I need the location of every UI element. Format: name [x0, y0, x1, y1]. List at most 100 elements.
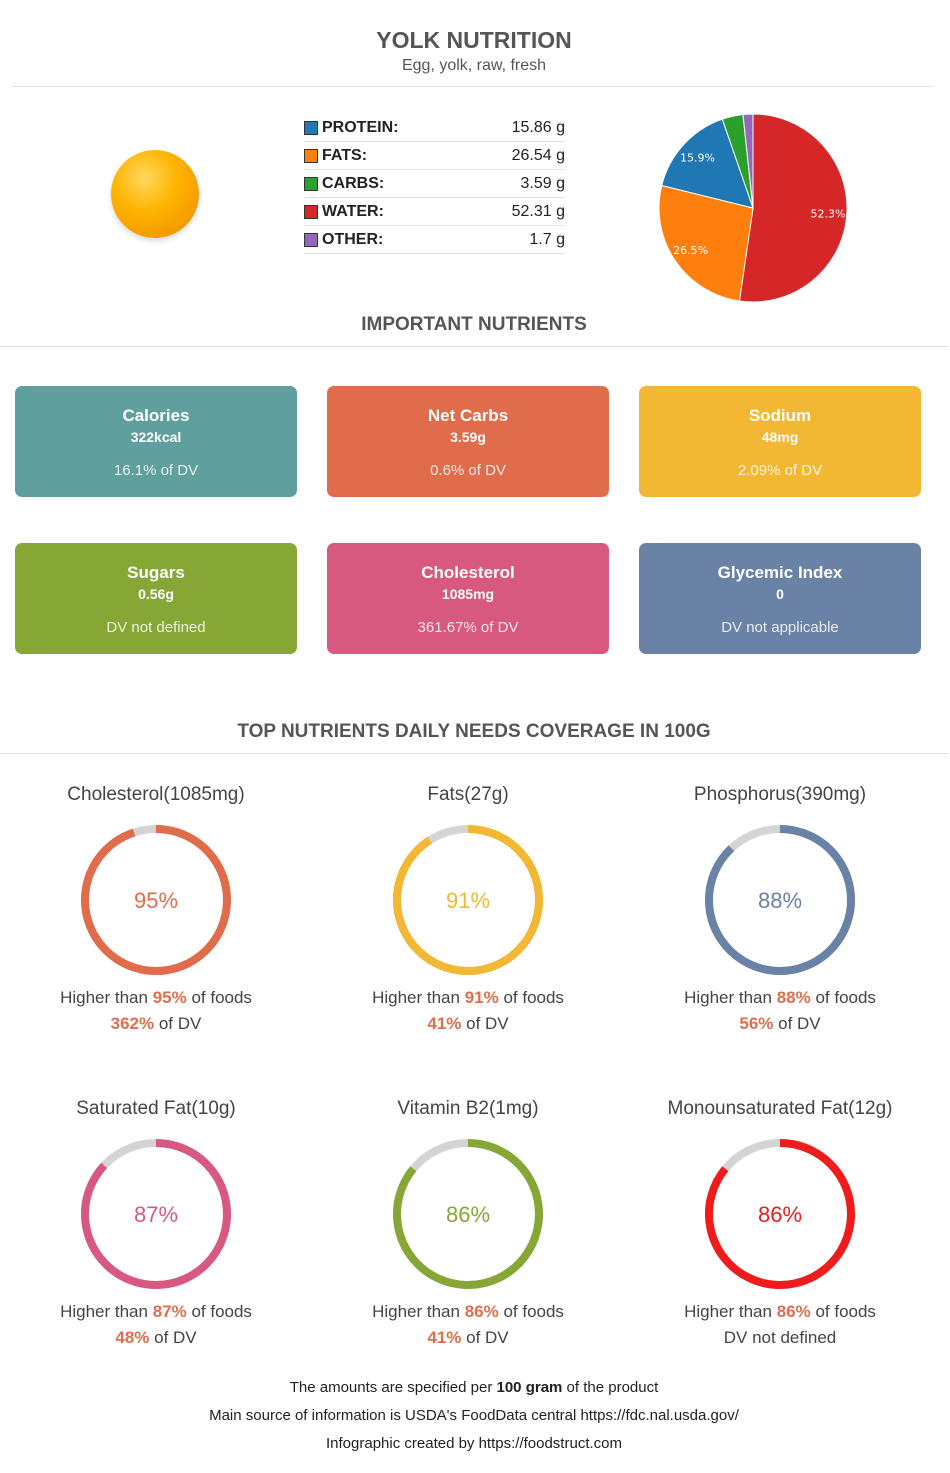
card-glycemic-index: Glycemic Index 0 DV not applicable	[639, 543, 921, 654]
coverage-ring: 87%	[81, 1139, 231, 1289]
card-value: 0	[776, 586, 784, 602]
coverage-dv: 48% of DV	[0, 1328, 312, 1354]
ring-percent-label: 88%	[758, 888, 802, 913]
footer-prefix: The amounts are specified per	[289, 1379, 497, 1396]
card-name: Cholesterol	[421, 563, 515, 582]
card-name: Calories	[122, 406, 190, 425]
macro-label: WATER:	[322, 202, 384, 220]
pie-label-water: 52.3%	[811, 207, 846, 220]
card-dv: 16.1% of DV	[113, 462, 199, 479]
important-nutrients-title: IMPORTANT NUTRIENTS	[361, 314, 587, 335]
card-net-carbs: Net Carbs 3.59g 0.6% of DV	[327, 386, 609, 497]
card-value: 0.56g	[138, 586, 174, 602]
page-subtitle: Egg, yolk, raw, fresh	[401, 57, 547, 74]
card-name: Sodium	[748, 406, 812, 425]
dv-percent: 41%	[427, 1014, 462, 1033]
higher-percent: 88%	[776, 988, 811, 1007]
coverage-ring: 86%	[705, 1139, 855, 1289]
coverage-title: TOP NUTRIENTS DAILY NEEDS COVERAGE IN 10…	[237, 721, 711, 742]
higher-prefix: Higher than	[684, 988, 777, 1007]
higher-percent: 95%	[152, 988, 187, 1007]
ring-progress-arc	[393, 1139, 543, 1289]
coverage-name: Cholesterol(1085mg)	[67, 784, 245, 805]
higher-percent: 86%	[776, 1302, 811, 1321]
card-value: 3.59g	[450, 429, 486, 445]
macro-row-water: WATER: 52.31 g	[304, 198, 565, 226]
coverage-higher-than: Higher than 95% of foods	[0, 988, 312, 1014]
dv-percent: 362%	[110, 1014, 155, 1033]
ring-percent-label: 91%	[446, 888, 490, 913]
macro-table: PROTEIN: 15.86 g FATS: 26.54 g CARBS: 3.…	[304, 114, 565, 254]
macro-value: 26.54 g	[511, 146, 565, 164]
page-title: YOLK NUTRITION	[376, 27, 572, 53]
footer-suffix: of the product	[562, 1379, 659, 1396]
higher-suffix: of foods	[498, 1302, 564, 1321]
ring-progress-arc	[81, 825, 231, 975]
dv-suffix: of DV	[149, 1328, 197, 1347]
coverage-higher-than: Higher than 86% of foods	[624, 1302, 936, 1328]
ring-percent-label: 86%	[758, 1202, 802, 1227]
higher-suffix: of foods	[186, 1302, 252, 1321]
dv-suffix: of DV	[461, 1328, 509, 1347]
macro-row-fats: FATS: 26.54 g	[304, 142, 565, 170]
card-sodium: Sodium 48mg 2.09% of DV	[639, 386, 921, 497]
card-value: 322kcal	[130, 429, 182, 445]
macro-row-other: OTHER: 1.7 g	[304, 226, 565, 254]
higher-suffix: of foods	[498, 988, 564, 1007]
macro-row-protein: PROTEIN: 15.86 g	[304, 114, 565, 142]
coverage-item: Fats(27g) 91% Higher than 91% of foods 4…	[312, 784, 624, 1040]
card-dv: 0.6% of DV	[430, 462, 506, 479]
higher-percent: 86%	[464, 1302, 499, 1321]
higher-suffix: of foods	[810, 988, 876, 1007]
pie-slice-protein	[661, 118, 754, 209]
fats-swatch	[304, 148, 318, 163]
header-divider	[12, 86, 934, 87]
pie-slice-water	[738, 113, 848, 303]
coverage-ring: 95%	[81, 825, 231, 975]
coverage-divider	[0, 753, 948, 754]
coverage-name: Saturated Fat(10g)	[76, 1098, 236, 1119]
higher-suffix: of foods	[810, 1302, 876, 1321]
macro-label: OTHER:	[322, 230, 384, 248]
card-dv: 361.67% of DV	[417, 619, 519, 636]
dv-suffix: of DV	[154, 1014, 202, 1033]
coverage-item: Monounsaturated Fat(12g) 86% Higher than…	[624, 1098, 936, 1354]
coverage-ring: 88%	[705, 825, 855, 975]
pie-slice-other	[742, 113, 754, 209]
footer-amounts-note: The amounts are specified per 100 gram o…	[0, 1379, 948, 1396]
coverage-item: Vitamin B2(1mg) 86% Higher than 86% of f…	[312, 1098, 624, 1354]
ring-progress-arc	[705, 825, 855, 975]
coverage-higher-than: Higher than 88% of foods	[624, 988, 936, 1014]
card-cholesterol: Cholesterol 1085mg 361.67% of DV	[327, 543, 609, 654]
macro-value: 15.86 g	[511, 118, 565, 136]
card-value: 1085mg	[441, 586, 495, 602]
macro-label: CARBS:	[322, 174, 385, 192]
higher-suffix: of foods	[186, 988, 252, 1007]
important-divider	[0, 346, 948, 347]
pie-label-fats: 26.5%	[673, 244, 708, 257]
dv-percent: 48%	[115, 1328, 150, 1347]
footer-source: Main source of information is USDA's Foo…	[209, 1407, 739, 1424]
macro-value: 3.59 g	[520, 174, 565, 192]
dv-percent: 41%	[427, 1328, 462, 1347]
higher-prefix: Higher than	[60, 988, 153, 1007]
other-swatch	[304, 232, 318, 247]
dv-percent: 56%	[739, 1014, 774, 1033]
coverage-ring: 86%	[393, 1139, 543, 1289]
macro-row-carbs: CARBS: 3.59 g	[304, 170, 565, 198]
macro-value: 52.31 g	[511, 202, 565, 220]
macro-pie-chart: 52.3% 26.5% 15.9%	[658, 113, 848, 303]
card-value: 48mg	[761, 429, 799, 445]
coverage-ring: 91%	[393, 825, 543, 975]
card-name: Glycemic Index	[717, 563, 843, 582]
card-sugars: Sugars 0.56g DV not defined	[15, 543, 297, 654]
coverage-name: Phosphorus(390mg)	[693, 784, 867, 805]
pie-slice-fats	[658, 184, 754, 302]
higher-prefix: Higher than	[684, 1302, 777, 1321]
ring-progress-arc	[393, 825, 543, 975]
coverage-dv: 41% of DV	[312, 1328, 624, 1354]
coverage-item: Phosphorus(390mg) 88% Higher than 88% of…	[624, 784, 936, 1040]
ring-percent-label: 86%	[446, 1202, 490, 1227]
ring-progress-arc	[81, 1139, 231, 1289]
coverage-item: Cholesterol(1085mg) 95% Higher than 95% …	[0, 784, 312, 1040]
